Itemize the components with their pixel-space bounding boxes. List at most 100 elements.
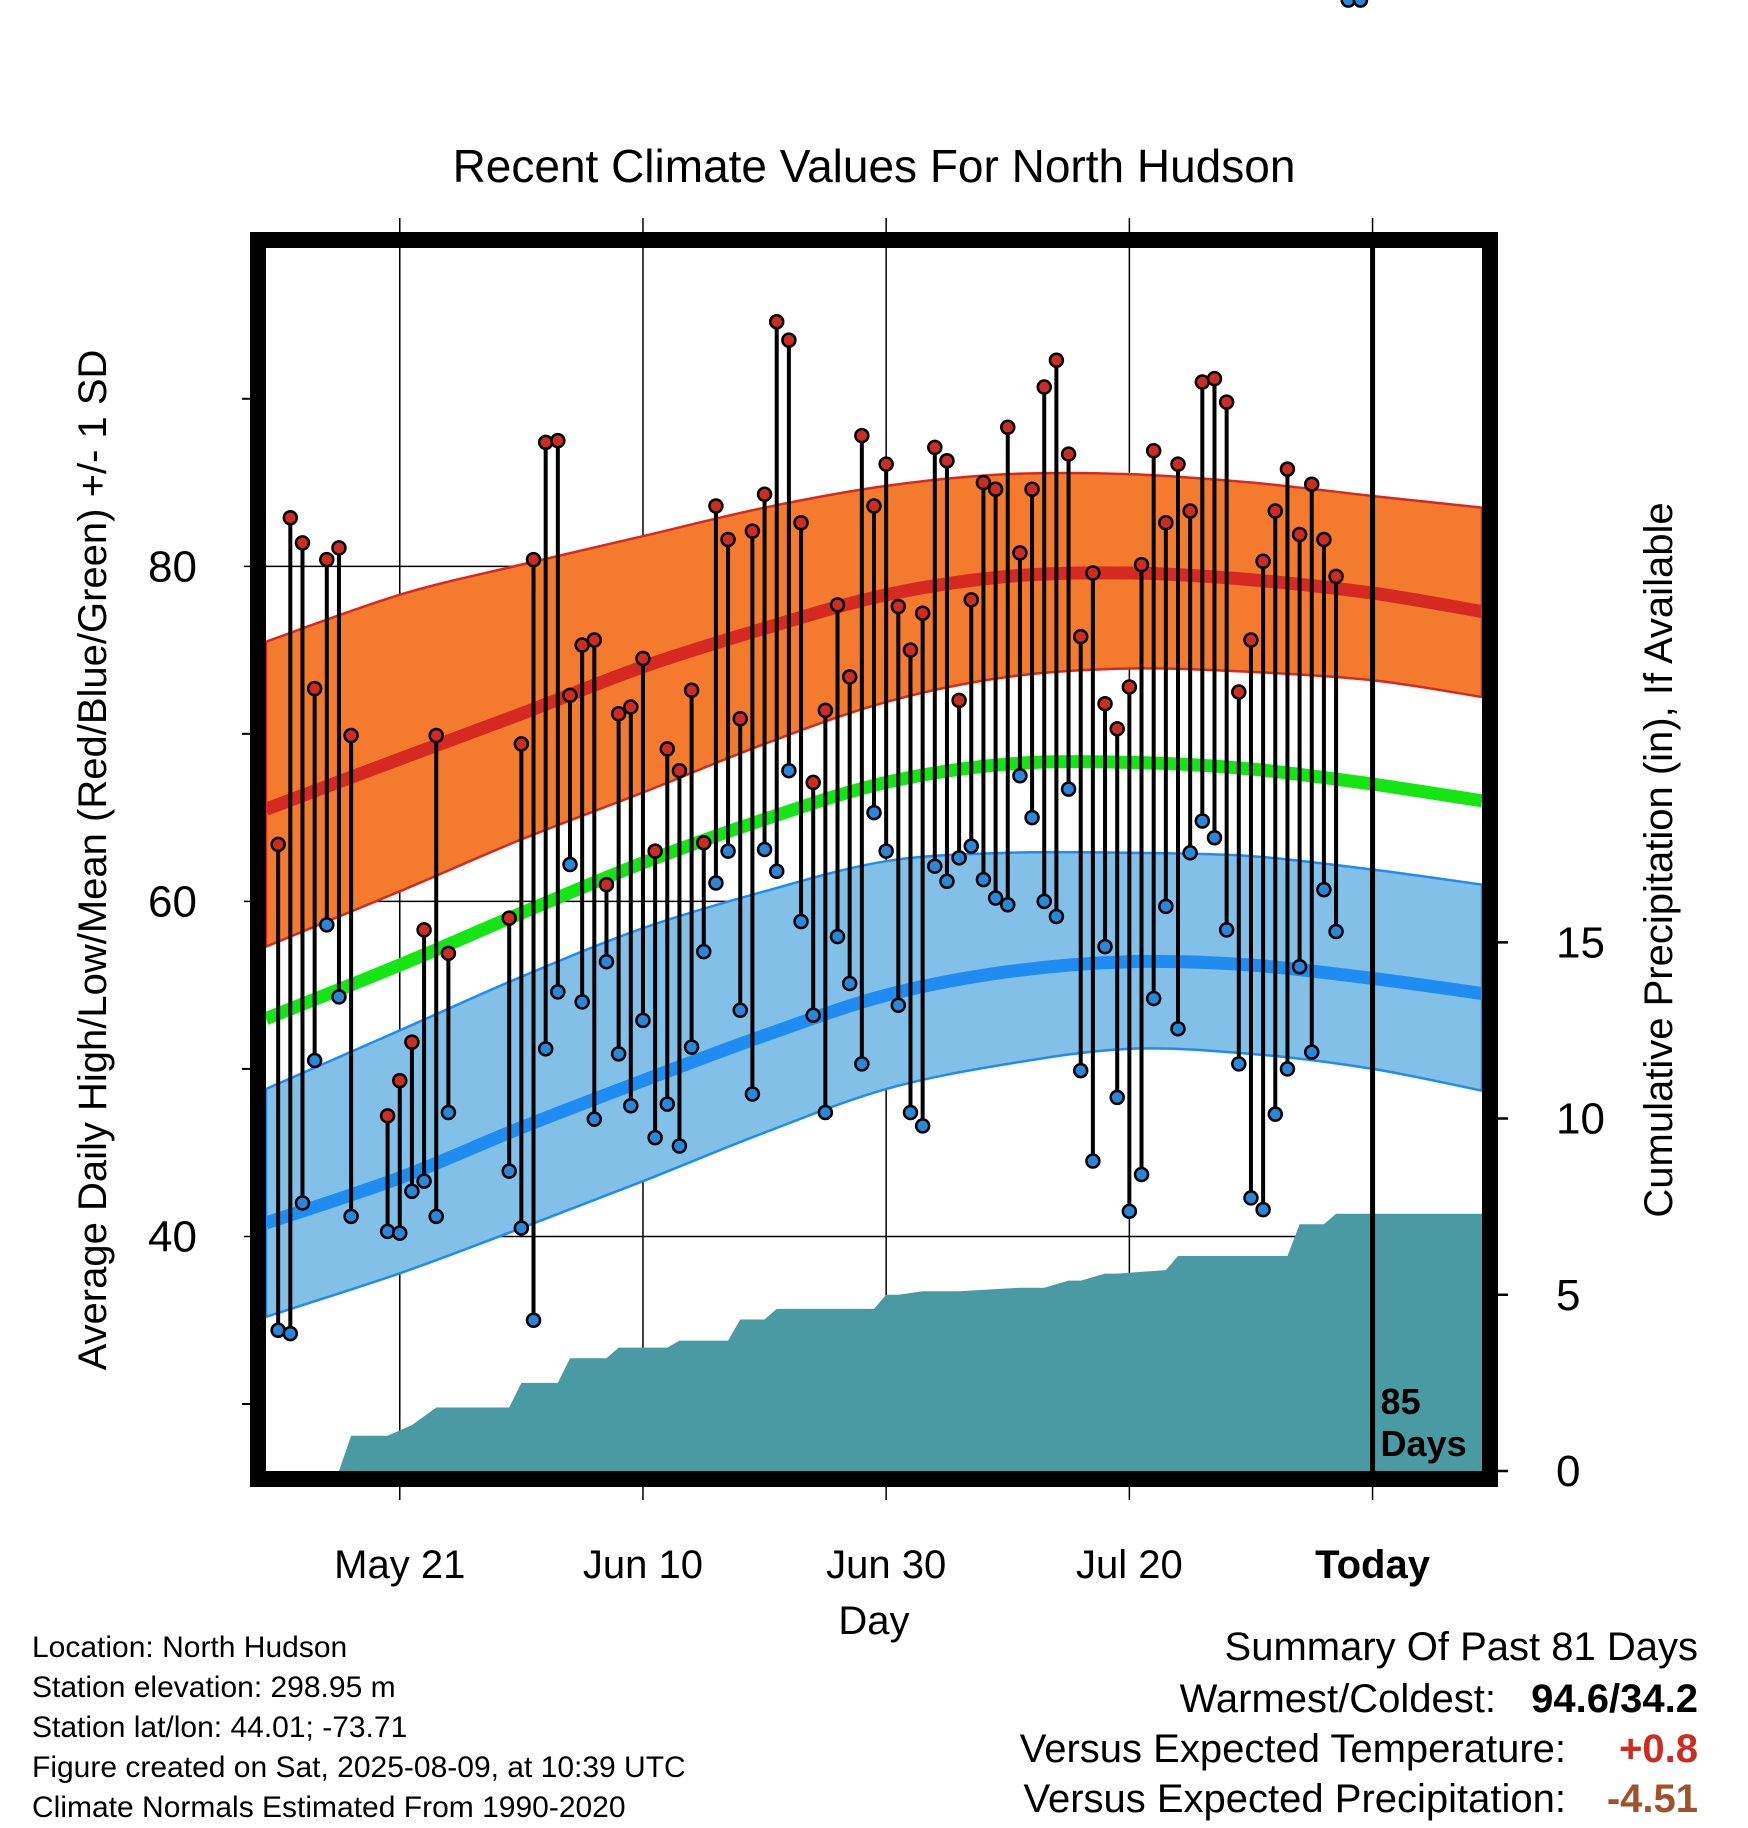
- daily-low-point: [428, 1208, 444, 1225]
- daily-low-point: [1267, 1106, 1284, 1122]
- daily-high-point: [598, 876, 615, 893]
- warmest-coldest-label: Warmest/Coldest:: [1180, 1677, 1496, 1721]
- plot-border: [250, 232, 1498, 1487]
- daily-high-point: [781, 332, 797, 348]
- daily-high-point: [562, 687, 578, 704]
- daily-high-point: [1133, 556, 1150, 573]
- daily-low-point: [598, 953, 615, 970]
- daily-high-point: [416, 922, 432, 938]
- daily-low-point: [1194, 813, 1211, 829]
- daily-low-point: [841, 975, 858, 992]
- daily-low-point: [817, 1104, 834, 1121]
- daily-high-point: [817, 702, 834, 719]
- y-tick-label: 80: [148, 542, 197, 591]
- daily-high-point: [1206, 370, 1223, 387]
- daily-low-point: [1206, 829, 1223, 846]
- daily-low-point: [963, 838, 980, 854]
- daily-low-point: [440, 1104, 457, 1121]
- daily-high-point: [1072, 628, 1089, 645]
- daily-low-point: [1218, 922, 1235, 938]
- daily-low-point: [331, 989, 347, 1005]
- daily-low-point: [939, 873, 955, 890]
- daily-low-point: [1060, 781, 1077, 797]
- daily-high-point: [635, 650, 651, 667]
- daily-low-point: [829, 928, 846, 945]
- daily-low-point: [902, 1104, 919, 1121]
- daily-high-point: [756, 486, 773, 503]
- daily-low-point: [562, 856, 578, 873]
- daily-low-point: [1340, 0, 1356, 8]
- daily-high-point: [696, 834, 712, 851]
- daily-low-point: [987, 890, 1004, 906]
- daily-high-point: [1012, 545, 1028, 561]
- daily-high-point: [829, 597, 846, 613]
- today-marker-label: 85: [1381, 1381, 1421, 1422]
- cumulative-precip-area: [266, 1213, 1482, 1471]
- daily-high-point: [671, 762, 688, 779]
- daily-high-point: [744, 523, 761, 539]
- daily-low-point: [1012, 767, 1028, 784]
- daily-low-point: [379, 1223, 396, 1240]
- daily-low-point: [343, 1208, 359, 1225]
- daily-low-point: [525, 1312, 542, 1328]
- daily-high-point: [732, 711, 748, 727]
- daily-high-point: [525, 551, 542, 568]
- daily-high-point: [294, 535, 311, 551]
- daily-high-point: [282, 509, 299, 526]
- daily-high-point: [1218, 394, 1235, 410]
- daily-high-point: [1170, 456, 1186, 472]
- daily-low-point: [1024, 809, 1040, 826]
- daily-high-point: [513, 736, 530, 752]
- daily-low-point: [574, 994, 590, 1010]
- station-info-line: Station elevation: 298.95 m: [32, 1671, 396, 1704]
- y-tick-label: 40: [148, 1212, 197, 1261]
- daily-low-point: [513, 1220, 530, 1236]
- daily-high-point: [1255, 553, 1271, 570]
- daily-high-point: [586, 632, 603, 648]
- daily-high-point: [805, 774, 821, 791]
- daily-low-point: [319, 917, 335, 933]
- daily-low-point: [501, 1163, 517, 1179]
- daily-low-point: [720, 843, 736, 859]
- daily-high-point: [890, 598, 907, 615]
- daily-low-point: [1133, 1166, 1150, 1183]
- daily-high-point: [683, 682, 700, 699]
- station-info-line: Location: North Hudson: [32, 1631, 347, 1664]
- station-info-line: Figure created on Sat, 2025-08-09, at 10…: [32, 1751, 686, 1784]
- daily-high-point: [1048, 352, 1065, 368]
- precip-anomaly-label: Versus Expected Precipitation:: [1023, 1777, 1566, 1821]
- daily-high-point: [708, 498, 724, 514]
- daily-low-point: [647, 1129, 663, 1146]
- daily-low-point: [890, 997, 907, 1014]
- daily-low-point: [1279, 1061, 1296, 1077]
- warmest-coldest-value: 94.6/34.2: [1531, 1677, 1698, 1721]
- precipitation-area: [266, 1213, 1482, 1471]
- daily-high-point: [939, 453, 955, 469]
- precip-tick-label: 0: [1556, 1447, 1580, 1496]
- x-tick-label: Jul 20: [1076, 1543, 1183, 1587]
- x-tick-label: Today: [1315, 1543, 1431, 1587]
- daily-high-point: [902, 642, 919, 658]
- daily-high-point: [841, 669, 858, 685]
- daily-high-point: [1304, 476, 1320, 492]
- daily-high-point: [428, 727, 444, 744]
- daily-high-point: [975, 474, 992, 491]
- daily-low-point: [1328, 923, 1344, 940]
- daily-high-point: [319, 551, 335, 568]
- daily-low-point: [781, 762, 797, 779]
- station-info-line: Station lat/lon: 44.01; -73.71: [32, 1711, 407, 1744]
- daily-low-point: [550, 984, 566, 1000]
- daily-high-point: [1145, 442, 1162, 459]
- daily-low-point: [696, 943, 712, 960]
- daily-high-point: [647, 843, 663, 859]
- daily-high-point: [1097, 695, 1113, 712]
- daily-high-point: [1060, 446, 1077, 462]
- daily-high-point: [1328, 568, 1344, 585]
- daily-low-point: [1121, 1203, 1138, 1220]
- daily-low-point: [1036, 893, 1052, 910]
- daily-low-point: [1000, 896, 1016, 913]
- daily-high-point: [440, 945, 457, 962]
- daily-high-point: [659, 741, 676, 757]
- daily-low-point: [805, 1007, 821, 1024]
